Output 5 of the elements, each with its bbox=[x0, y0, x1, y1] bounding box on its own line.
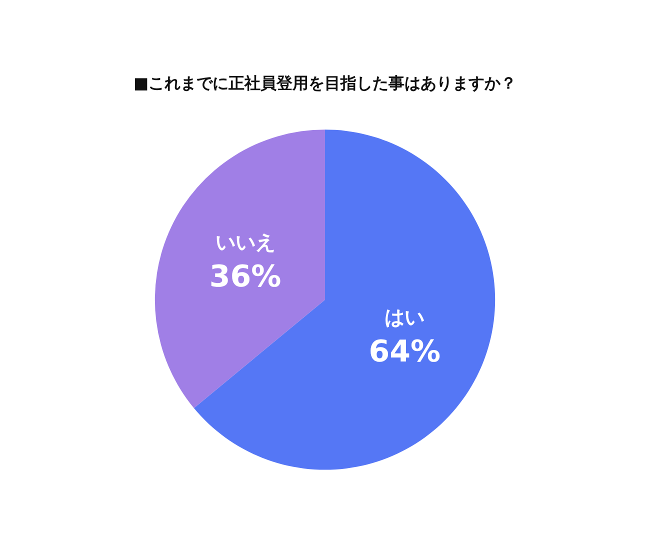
chart-title: ■これまでに正社員登用を目指した事はありますか？ bbox=[133, 74, 517, 92]
slice-label: はい bbox=[384, 305, 425, 330]
data-label: 64% bbox=[368, 334, 441, 370]
data-label: 36% bbox=[209, 260, 282, 295]
slice-label: いいえ bbox=[215, 230, 276, 254]
